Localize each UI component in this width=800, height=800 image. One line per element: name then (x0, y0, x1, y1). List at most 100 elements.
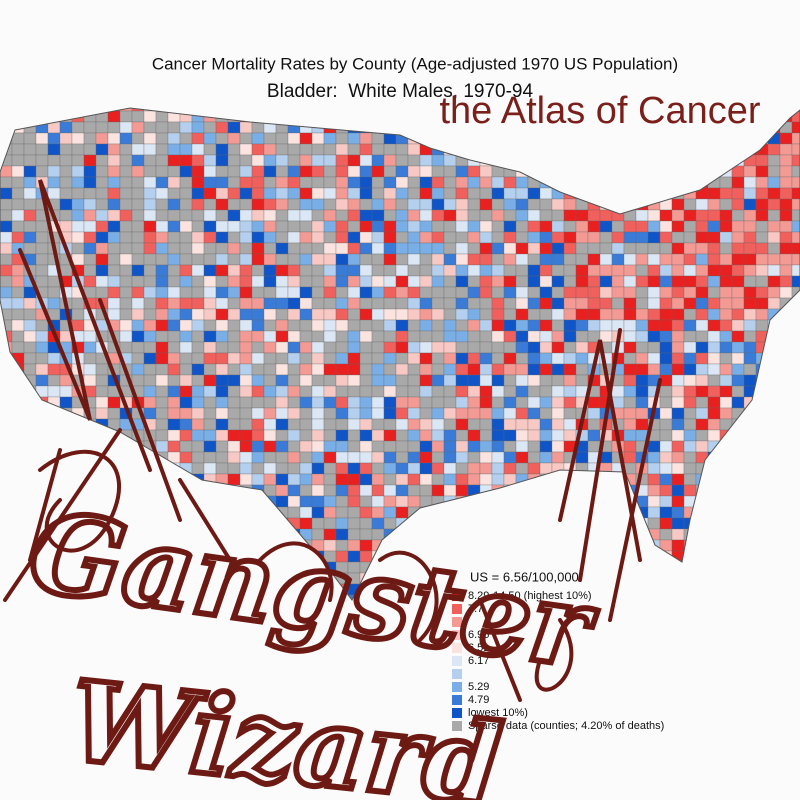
county (647, 506, 661, 519)
legend-swatch (452, 669, 462, 679)
county (575, 143, 589, 156)
county (107, 231, 121, 244)
county (683, 594, 697, 600)
county (611, 132, 625, 145)
county (251, 143, 265, 156)
county (719, 539, 733, 552)
county (455, 209, 469, 222)
county (407, 286, 421, 299)
county (395, 121, 409, 134)
county (599, 220, 613, 233)
county (95, 132, 109, 145)
county (347, 319, 361, 332)
county (287, 429, 301, 442)
county (251, 220, 265, 233)
county (395, 220, 409, 233)
county (455, 528, 469, 541)
county (335, 286, 349, 299)
county (215, 330, 229, 343)
county (287, 407, 301, 420)
county (215, 108, 229, 112)
county (467, 495, 481, 508)
county (263, 407, 277, 420)
county (0, 121, 13, 134)
county (71, 429, 85, 442)
county (143, 297, 157, 310)
county (755, 209, 769, 222)
county (707, 319, 721, 332)
county (791, 297, 800, 310)
county (527, 143, 541, 156)
county (179, 341, 193, 354)
county (263, 110, 277, 123)
county (551, 473, 565, 486)
county (755, 407, 769, 420)
county (179, 143, 193, 156)
county (191, 418, 205, 431)
county (719, 363, 733, 376)
county (515, 539, 529, 552)
county (539, 275, 553, 288)
county (419, 385, 433, 398)
county (443, 341, 457, 354)
county (11, 165, 25, 178)
county (167, 198, 181, 211)
county (635, 407, 649, 420)
county (527, 528, 541, 541)
county (0, 231, 13, 244)
county (647, 220, 661, 233)
county (779, 253, 793, 266)
county (575, 473, 589, 486)
county (551, 374, 565, 387)
county (779, 121, 793, 134)
county (719, 517, 733, 530)
county (587, 396, 601, 409)
county (551, 187, 565, 200)
county (287, 220, 301, 233)
county (659, 286, 673, 299)
county (455, 473, 469, 486)
county (0, 385, 13, 398)
county (359, 198, 373, 211)
county (539, 330, 553, 343)
county (527, 506, 541, 519)
county (107, 407, 121, 420)
county (767, 539, 781, 552)
county (407, 473, 421, 486)
county (671, 429, 685, 442)
county (143, 275, 157, 288)
county (551, 396, 565, 409)
county (575, 319, 589, 332)
county (407, 220, 421, 233)
county (11, 231, 25, 244)
county (359, 187, 373, 200)
county (623, 561, 637, 574)
county (671, 517, 685, 530)
county (755, 451, 769, 464)
county (683, 528, 697, 541)
county (791, 165, 800, 178)
county (419, 418, 433, 431)
county (419, 451, 433, 464)
county (719, 187, 733, 200)
county (419, 473, 433, 486)
county (431, 308, 445, 321)
county (0, 220, 13, 233)
county (455, 275, 469, 288)
county (611, 242, 625, 255)
county (695, 517, 709, 530)
county (83, 341, 97, 354)
county (251, 308, 265, 321)
county (263, 319, 277, 332)
county (755, 506, 769, 519)
county (215, 341, 229, 354)
county (239, 297, 253, 310)
county (107, 121, 121, 134)
county (11, 594, 25, 600)
county (611, 187, 625, 200)
county (203, 154, 217, 167)
county (299, 319, 313, 332)
county (11, 275, 25, 288)
county (479, 264, 493, 277)
county (71, 220, 85, 233)
